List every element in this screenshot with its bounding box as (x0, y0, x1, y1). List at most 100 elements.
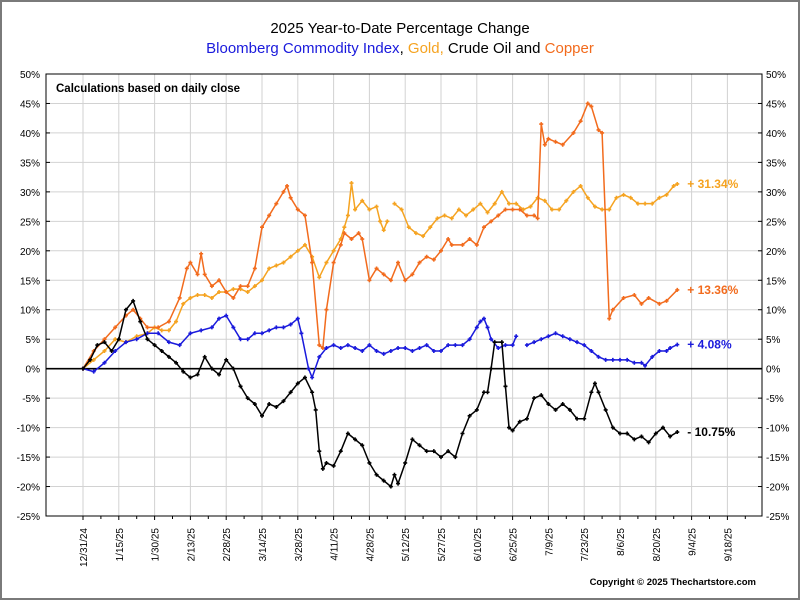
data-point (349, 181, 354, 186)
data-point (102, 360, 107, 365)
data-point (449, 216, 454, 221)
data-point (421, 234, 426, 239)
data-point (156, 325, 161, 330)
data-point (643, 201, 648, 206)
data-point (88, 357, 93, 362)
data-point (646, 295, 651, 300)
data-point (109, 348, 114, 353)
data-point (532, 340, 537, 345)
data-point (417, 260, 422, 265)
y-tick-label-left: 25% (20, 217, 40, 228)
data-point (464, 213, 469, 218)
data-point (449, 242, 454, 247)
data-point (410, 437, 415, 442)
data-point (431, 257, 436, 262)
data-point (131, 298, 136, 303)
y-tick-label-left: 20% (20, 247, 40, 258)
data-point (539, 122, 544, 127)
y-tick-label-left: 5% (26, 335, 41, 346)
data-point (360, 198, 365, 203)
data-point (188, 295, 193, 300)
data-point (252, 266, 257, 271)
data-point (338, 449, 343, 454)
data-point (668, 346, 673, 351)
data-point (596, 354, 601, 359)
data-point (485, 390, 490, 395)
data-point (245, 290, 250, 295)
data-point (492, 340, 497, 345)
x-tick-label: 3/14/25 (258, 528, 269, 562)
data-point (460, 242, 465, 247)
y-tick-label-right: -5% (766, 394, 784, 405)
data-point (575, 340, 580, 345)
data-point (188, 331, 193, 336)
data-point (632, 293, 637, 297)
data-point (260, 278, 264, 283)
data-point (510, 428, 515, 433)
subtitle-copper: Copper (544, 40, 594, 57)
chart-title: 2025 Year-to-Date Percentage Change (270, 20, 530, 37)
data-point (217, 372, 222, 377)
data-point (159, 328, 164, 333)
data-point (646, 440, 651, 445)
x-tick-label: 8/20/25 (652, 528, 663, 562)
y-tick-label-left: 15% (20, 276, 40, 287)
data-point (281, 399, 286, 404)
x-tick-label: 9/18/25 (723, 528, 734, 562)
data-point (288, 390, 293, 395)
data-point (610, 307, 615, 312)
data-point (349, 237, 354, 242)
data-point (589, 390, 594, 395)
data-point (660, 425, 665, 430)
data-point (503, 384, 508, 389)
data-point (181, 369, 186, 374)
data-point (596, 127, 601, 132)
data-point (610, 425, 615, 430)
data-point (535, 216, 540, 221)
data-point (417, 346, 422, 351)
x-tick-label: 1/15/25 (115, 528, 126, 562)
data-point (274, 263, 279, 268)
data-point (639, 301, 644, 306)
data-point (81, 366, 85, 371)
data-point (324, 460, 329, 465)
data-point (618, 357, 622, 362)
data-point (467, 413, 472, 418)
data-point (446, 343, 451, 348)
data-point (621, 295, 626, 300)
data-point (474, 407, 479, 412)
data-point (338, 346, 343, 351)
data-point (331, 463, 336, 468)
data-point (517, 419, 522, 424)
data-point (589, 104, 594, 109)
data-point (245, 337, 250, 342)
data-point (166, 340, 171, 345)
data-point (582, 416, 587, 421)
data-point (131, 307, 136, 312)
data-point (403, 346, 408, 351)
data-point (95, 343, 100, 348)
y-tick-label-right: 40% (766, 129, 786, 140)
data-point (399, 207, 404, 212)
data-point (317, 275, 322, 280)
data-point (288, 254, 293, 259)
data-point (553, 139, 558, 144)
data-point (392, 472, 397, 477)
y-tick-label-right: -25% (766, 512, 789, 523)
data-point (553, 331, 558, 336)
data-point (274, 201, 279, 206)
x-tick-label: 4/11/25 (330, 528, 341, 561)
data-point (217, 316, 222, 321)
series-bloomberg-commodity-index: + 4.08% (81, 313, 732, 380)
data-point (385, 219, 390, 224)
data-point (532, 396, 537, 401)
x-tick-label: 6/25/25 (509, 528, 520, 562)
data-point (503, 207, 508, 212)
data-point (134, 337, 139, 342)
y-tick-label-left: 50% (20, 70, 40, 81)
data-point (302, 242, 307, 247)
data-point (252, 402, 257, 407)
data-point (145, 331, 150, 336)
data-point (388, 278, 393, 283)
data-point (331, 248, 336, 253)
